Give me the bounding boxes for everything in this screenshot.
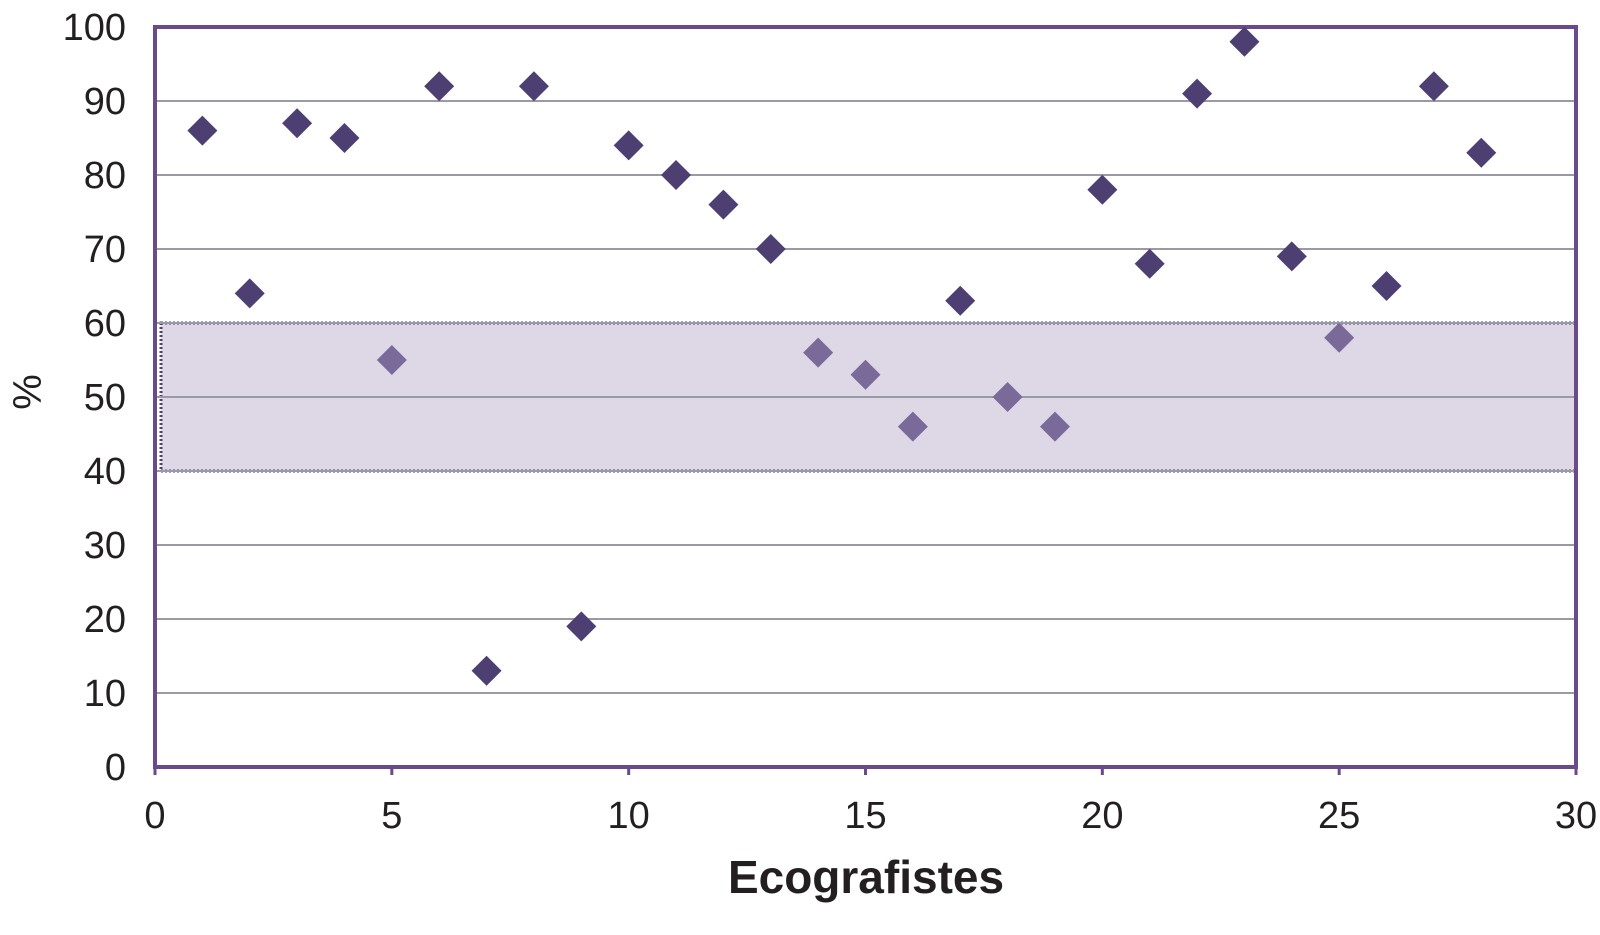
axis-ticks: 0 10 20 30 40 50 60 70 80 90 100 0 5 10 15 20 25 30 bbox=[63, 7, 1598, 837]
data-point-3 bbox=[282, 108, 313, 139]
data-point-25 bbox=[1324, 322, 1355, 353]
x-tick-label-5: 5 bbox=[381, 795, 402, 837]
data-point-15 bbox=[850, 359, 881, 390]
data-point-11 bbox=[661, 160, 692, 190]
y-tick-label-0: 0 bbox=[105, 747, 126, 789]
x-tick-label-30: 30 bbox=[1555, 795, 1597, 837]
y-tick-label-80: 80 bbox=[84, 155, 126, 197]
data-point-1 bbox=[187, 115, 218, 146]
data-point-7 bbox=[471, 655, 502, 686]
data-point-5 bbox=[376, 345, 407, 375]
data-point-22 bbox=[1182, 78, 1213, 109]
data-point-27 bbox=[1418, 71, 1449, 102]
data-point-2 bbox=[234, 278, 265, 309]
data-point-20 bbox=[1087, 174, 1118, 205]
y-tick-label-50: 50 bbox=[84, 377, 126, 419]
y-tick-label-10: 10 bbox=[84, 673, 126, 715]
data-point-19 bbox=[1039, 411, 1070, 442]
data-point-6 bbox=[424, 71, 455, 102]
data-point-10 bbox=[613, 130, 644, 161]
y-tick-label-30: 30 bbox=[84, 525, 126, 567]
y-tick-label-60: 60 bbox=[84, 303, 126, 345]
x-tick-label-15: 15 bbox=[844, 795, 886, 837]
y-axis-label: % bbox=[6, 374, 50, 410]
data-point-14 bbox=[803, 337, 834, 368]
data-point-16 bbox=[897, 411, 928, 442]
data-point-24 bbox=[1276, 241, 1307, 272]
data-point-8 bbox=[518, 71, 549, 102]
x-tick-label-10: 10 bbox=[608, 795, 650, 837]
data-point-23 bbox=[1229, 26, 1260, 57]
data-point-4 bbox=[329, 123, 360, 153]
x-axis-label: Ecografistes bbox=[728, 851, 1004, 903]
data-point-18 bbox=[992, 382, 1023, 412]
data-point-13 bbox=[755, 234, 786, 264]
y-tick-label-40: 40 bbox=[84, 451, 126, 493]
data-point-28 bbox=[1466, 137, 1497, 168]
data-point-12 bbox=[708, 189, 739, 220]
data-points bbox=[187, 26, 1497, 686]
data-point-26 bbox=[1371, 271, 1402, 301]
y-tick-label-90: 90 bbox=[84, 81, 126, 123]
y-tick-label-100: 100 bbox=[63, 7, 126, 49]
y-tick-label-70: 70 bbox=[84, 229, 126, 271]
x-tick-label-20: 20 bbox=[1081, 795, 1123, 837]
data-point-21 bbox=[1134, 248, 1165, 279]
data-point-9 bbox=[566, 611, 597, 642]
data-point-17 bbox=[945, 285, 976, 316]
x-tick-label-25: 25 bbox=[1318, 795, 1360, 837]
gridlines bbox=[155, 100, 1576, 694]
x-tick-label-0: 0 bbox=[144, 795, 165, 837]
y-tick-label-20: 20 bbox=[84, 599, 126, 641]
